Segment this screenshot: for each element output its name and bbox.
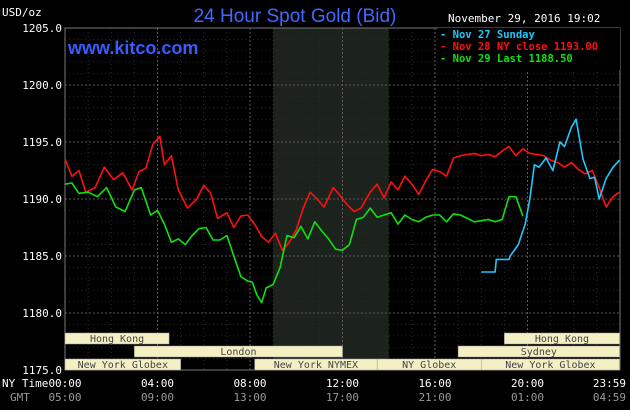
market-bar-label: Sydney <box>521 347 557 358</box>
legend-entry-nov27: - Nov 27 Sunday <box>440 29 536 41</box>
x-tick-label-gmt: 17:00 <box>326 391 359 404</box>
y-tick-label: 1200.0 <box>22 79 62 92</box>
x-tick-label-ny: 04:00 <box>141 377 174 390</box>
x-tick-label-gmt: 13:00 <box>233 391 266 404</box>
market-session-bars: Hong Kong Hong Kong London Sydney New York G… <box>64 332 620 371</box>
market-bar <box>64 358 181 371</box>
x-tick-label-gmt: 09:00 <box>141 391 174 404</box>
x-tick-label-gmt: 21:00 <box>418 391 451 404</box>
chart-title: 24 Hour Spot Gold (Bid) <box>194 6 397 27</box>
market-bar-label: New York NYMEX <box>274 360 358 371</box>
market-bar <box>64 332 170 345</box>
market-bar <box>504 332 620 345</box>
timestamp: November 29, 2016 19:02 <box>448 12 600 25</box>
x-tick-label-ny: 08:00 <box>233 377 266 390</box>
market-bar-label: Hong Kong <box>90 334 144 345</box>
y-tick-labels: 1205.0 1200.0 1195.0 1190.0 1185.0 1180.0 1175… <box>22 22 62 377</box>
legend-box <box>438 28 620 70</box>
units-label: USD/oz <box>2 6 42 19</box>
series-line <box>64 135 620 252</box>
market-bar <box>457 345 620 358</box>
series-line <box>481 118 621 273</box>
series-line <box>64 182 524 304</box>
market-bar-label: New York Globex <box>505 360 595 371</box>
x-axis-label-ny: NY Time <box>2 377 48 390</box>
x-tick-label-ny: 12:00 <box>326 377 359 390</box>
market-bar <box>134 345 343 358</box>
x-axis-label-gmt: GMT <box>10 391 30 404</box>
y-tick-label: 1180.0 <box>22 307 62 320</box>
legend: - Nov 27 Sunday - Nov 28 NY close 1193.0… <box>438 28 620 70</box>
market-bar-label: Hong Kong <box>535 334 589 345</box>
site-watermark: www.kitco.com <box>67 38 198 58</box>
legend-entry-nov28: - Nov 28 NY close 1193.00 <box>440 41 598 53</box>
market-bar-label: London <box>220 347 256 358</box>
x-tick-label-ny: 23:59 <box>593 377 626 390</box>
x-tick-label-gmt: 01:00 <box>511 391 544 404</box>
market-bar-label: New York Globex <box>78 360 168 371</box>
y-tick-label: 1205.0 <box>22 22 62 35</box>
series-lines <box>64 118 621 304</box>
x-tick-label-ny: 20:00 <box>511 377 544 390</box>
market-bar <box>481 358 620 371</box>
market-bar-label: NY Globex <box>402 360 456 371</box>
x-tick-label-ny: 16:00 <box>418 377 451 390</box>
y-tick-label: 1190.0 <box>22 193 62 206</box>
y-tick-label: 1185.0 <box>22 250 62 263</box>
x-tick-label-gmt: 04:59 <box>593 391 626 404</box>
x-tick-label-ny: 00:00 <box>48 377 81 390</box>
y-tick-label: 1175.0 <box>22 364 62 377</box>
y-tick-label: 1195.0 <box>22 136 62 149</box>
x-tick-labels: 00:00 04:00 08:00 12:00 16:00 20:00 23:59 05:00… <box>48 377 626 404</box>
legend-entry-nov29: - Nov 29 Last 1188.50 <box>440 53 573 65</box>
x-tick-label-gmt: 05:00 <box>48 391 81 404</box>
